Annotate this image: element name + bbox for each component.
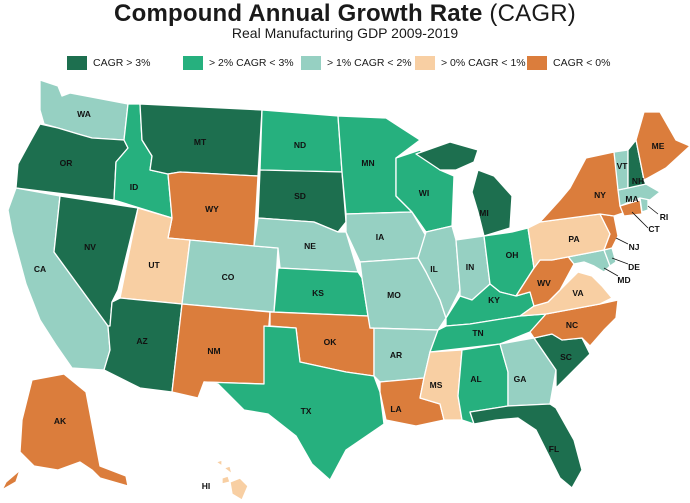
state-co[interactable] [181, 239, 279, 313]
state-label-nv: NV [84, 242, 96, 252]
state-label-ut: UT [148, 260, 160, 270]
state-label-ny: NY [594, 190, 606, 200]
state-me[interactable] [635, 111, 690, 181]
state-label-ne: NE [304, 241, 316, 251]
state-label-la: LA [390, 404, 401, 414]
state-label-tn: TN [472, 328, 483, 338]
state-label-ok: OK [324, 337, 338, 347]
state-label-me: ME [652, 141, 665, 151]
legend: CAGR > 3% > 2% CAGR < 3% > 1% CAGR < 2% … [0, 54, 690, 72]
state-tx[interactable] [203, 325, 385, 481]
legend-swatch [414, 54, 436, 71]
legend-label: > 2% CAGR < 3% [209, 56, 294, 69]
state-label-id: ID [130, 182, 139, 192]
state-label-wy: WY [205, 204, 219, 214]
state-label-ms: MS [430, 380, 443, 390]
legend-item: > 2% CAGR < 3% [182, 54, 294, 71]
legend-swatch [300, 54, 322, 71]
state-label-mn: MN [361, 158, 374, 168]
legend-swatch [526, 54, 548, 71]
state-label-hi: HI [202, 481, 211, 491]
state-label-nm: NM [207, 346, 220, 356]
state-label-nd: ND [294, 140, 306, 150]
state-label-wi: WI [419, 188, 429, 198]
leader-line-ri [647, 205, 659, 215]
legend-item: CAGR < 0% [526, 54, 611, 71]
state-label-wa: WA [77, 109, 91, 119]
state-label-tx: TX [301, 406, 312, 416]
state-label-al: AL [470, 374, 481, 384]
leader-line-nj [615, 237, 629, 245]
title-main: Compound Annual Growth Rate [114, 0, 483, 27]
state-label-vt: VT [617, 161, 629, 171]
legend-swatch [66, 54, 88, 71]
leader-line-ct [631, 211, 649, 229]
state-label-nc: NC [566, 320, 578, 330]
state-label-ks: KS [312, 288, 324, 298]
state-ny[interactable] [539, 151, 627, 223]
state-label-ia: IA [376, 232, 385, 242]
leader-line-md [603, 267, 619, 277]
state-fl[interactable] [469, 403, 583, 489]
state-label-nj: NJ [629, 242, 640, 252]
map-subtitle: Real Manufacturing GDP 2009-2019 [231, 25, 459, 41]
state-label-ak: AK [54, 416, 67, 426]
state-label-mo: MO [387, 290, 401, 300]
state-label-oh: OH [506, 250, 519, 260]
state-label-ky: KY [488, 295, 500, 305]
state-label-wv: WV [537, 278, 551, 288]
state-label-ca: CA [34, 264, 46, 274]
state-label-md: MD [617, 275, 630, 285]
state-label-ct: CT [648, 224, 660, 234]
legend-label: > 1% CAGR < 2% [327, 56, 412, 69]
legend-item: > 0% CAGR < 1% [414, 54, 526, 71]
state-label-az: AZ [136, 336, 147, 346]
legend-item: CAGR > 3% [66, 54, 151, 71]
state-nh[interactable] [627, 139, 647, 189]
state-label-or: OR [60, 158, 73, 168]
state-mi[interactable] [415, 141, 513, 237]
state-label-mi: MI [479, 208, 488, 218]
state-label-ar: AR [390, 350, 402, 360]
state-label-de: DE [628, 262, 640, 272]
state-ia[interactable] [345, 211, 427, 263]
map-title: Compound Annual Growth Rate (CAGR) [0, 0, 690, 28]
legend-label: CAGR > 3% [93, 56, 151, 69]
state-label-sd: SD [294, 191, 306, 201]
state-ak[interactable] [1, 373, 129, 491]
legend-item: > 1% CAGR < 2% [300, 54, 412, 71]
state-label-co: CO [222, 272, 235, 282]
state-label-va: VA [572, 288, 583, 298]
state-label-fl: FL [549, 444, 559, 454]
state-label-ri: RI [660, 212, 669, 222]
leader-line-de [611, 257, 629, 265]
state-label-nh: NH [632, 176, 644, 186]
state-label-in: IN [466, 262, 475, 272]
legend-swatch [182, 54, 204, 71]
state-label-il: IL [430, 264, 438, 274]
state-hi[interactable] [215, 459, 249, 501]
state-ct[interactable] [619, 199, 643, 217]
state-label-ga: GA [514, 374, 527, 384]
state-label-pa: PA [568, 234, 579, 244]
legend-label: CAGR < 0% [553, 56, 611, 69]
state-label-mt: MT [194, 137, 207, 147]
legend-label: > 0% CAGR < 1% [441, 56, 526, 69]
state-label-ma: MA [625, 194, 638, 204]
state-label-sc: SC [560, 352, 572, 362]
title-suffix: (CAGR) [489, 0, 576, 27]
